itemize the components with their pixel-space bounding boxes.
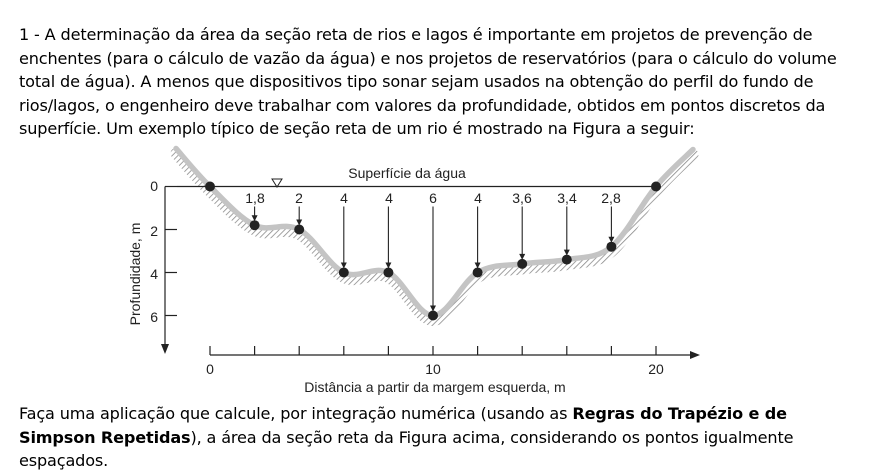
measurement-point-16m (561, 254, 572, 265)
y-axis-label: Profundidade, m (127, 223, 143, 326)
problem-statement: 1 - A determinação da área da seção reta… (19, 23, 861, 141)
y-axis-arrowhead (161, 344, 169, 354)
depth-label-4m: 2 (295, 190, 303, 206)
depth-label-6m: 4 (340, 190, 348, 206)
measurement-point-2m (249, 220, 260, 231)
depth-label-12m: 4 (474, 190, 482, 206)
depth-arrowhead (608, 236, 615, 243)
depth-label-10m: 6 (429, 190, 437, 206)
water-level-marker (271, 178, 283, 188)
water-surface-label: Superfície da água (348, 165, 466, 181)
depth-label-18m: 2,8 (601, 190, 621, 206)
depth-arrowhead (296, 219, 303, 226)
depth-label-14m: 3,6 (512, 190, 532, 206)
y-tick-label-4: 4 (150, 266, 158, 282)
y-tick-label-2: 2 (150, 223, 158, 239)
x-tick-label-10: 10 (425, 361, 441, 377)
depth-label-16m: 3,4 (557, 190, 577, 206)
x-tick-label-0: 0 (206, 361, 214, 377)
river-cross-section-figure: Superfície da água Profundidade, m Distâ… (127, 145, 700, 395)
measurement-point-14m (517, 258, 528, 269)
measurement-points (205, 181, 661, 321)
axes (161, 185, 700, 359)
depth-label-8m: 4 (385, 190, 393, 206)
problem-intro-text: - A determinação da área da seção reta d… (19, 25, 837, 139)
measurement-point-0m (205, 181, 215, 192)
measurement-point-4m (294, 224, 305, 235)
task-method-bold: Regras do Trapézio e de Simpson Repetida… (19, 404, 787, 447)
measurement-point-20m (651, 181, 661, 192)
task-text-after: ), a área da seção reta da Figura acima,… (19, 427, 794, 471)
measurement-point-18m (606, 241, 617, 252)
depth-arrowhead (519, 253, 526, 260)
task-text-before: Faça uma aplicação que calcule, por inte… (19, 404, 573, 423)
y-tick-label-0: 0 (150, 178, 158, 194)
depth-arrowhead (385, 262, 392, 269)
depth-label-2m: 1,8 (245, 190, 265, 206)
problem-number: 1 (19, 25, 30, 44)
depth-arrowhead (563, 249, 570, 256)
depth-arrowhead (340, 262, 347, 269)
measurement-point-8m (383, 267, 394, 278)
x-tick-label-20: 20 (648, 361, 664, 377)
x-axis-label: Distância a partir da margem esquerda, m (304, 379, 565, 395)
depth-arrowhead (251, 215, 258, 222)
measurement-point-10m (428, 310, 438, 321)
depth-arrowhead (474, 262, 481, 269)
task-statement: Faça uma aplicação que calcule, por inte… (19, 402, 861, 473)
depth-arrows (251, 206, 615, 312)
depth-arrowhead (430, 305, 436, 312)
measurement-point-12m (472, 267, 483, 278)
measurement-point-6m (338, 267, 349, 278)
y-tick-label-6: 6 (150, 309, 158, 325)
x-axis-arrowhead (690, 351, 700, 359)
